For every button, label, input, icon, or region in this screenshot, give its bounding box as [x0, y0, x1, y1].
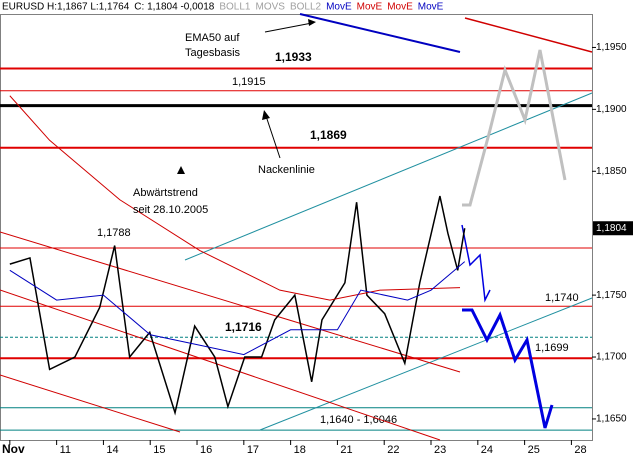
annotation: seit 28.10.2005: [133, 204, 208, 216]
header-item: MovE: [357, 2, 383, 13]
trend-lines: [0, 13, 593, 441]
plot-frame: [0, 14, 593, 441]
x-tick-label: 22: [387, 444, 399, 456]
header-item: MOVS: [256, 2, 286, 13]
price-line: [9, 261, 466, 356]
ema50-daily: [299, 13, 461, 53]
arrow: [265, 115, 281, 159]
header-item: EURUSD H:1,1867 L:1,1764: [2, 2, 130, 13]
arrow-head: [262, 110, 270, 120]
y-tick-label: 1,1950: [596, 42, 627, 53]
last-price-label: 1,1804: [596, 223, 627, 234]
x-tick-label: 24: [481, 444, 493, 456]
arrow-head: [177, 166, 185, 174]
x-tick-label: 25: [528, 444, 540, 456]
axes: Nov 11 14 15 16 17 18 21 22 23 24 25 28 1,1950 1,1900 1…: [0, 42, 634, 456]
annotation: Nackenlinie: [258, 164, 315, 176]
projection-blue-small: [461, 224, 491, 303]
header-item: MovE: [418, 2, 444, 13]
x-tick-label: 15: [153, 444, 165, 456]
header-item: MovE: [387, 2, 413, 13]
x-tick-label: 14: [106, 444, 118, 456]
header: EURUSD H:1,1867 L:1,1764 C: 1,1804 -0,001…: [2, 2, 444, 13]
x-tick-label: 18: [294, 444, 306, 456]
level-label: 1,1699: [535, 342, 569, 354]
x-tick-label: 17: [247, 444, 259, 456]
x-tick-label: 16: [200, 444, 212, 456]
annotation: Tagesbasis: [185, 47, 241, 59]
y-tick-label: 1,1850: [596, 166, 627, 177]
trend-line: [0, 374, 181, 433]
y-tick-label: 1,1750: [596, 290, 627, 301]
level-label: 1,1788: [97, 227, 131, 239]
y-tick-label: 1,1900: [596, 104, 627, 115]
x-tick-label: 21: [340, 444, 352, 456]
header-item: BOLL2: [290, 2, 322, 13]
x-tick-label: 11: [60, 444, 71, 456]
arrow-head: [308, 19, 316, 26]
header-item: MovE: [326, 2, 352, 13]
ema-line: [464, 17, 593, 53]
level-label: 1,1915: [232, 76, 266, 88]
last-price-box: [593, 221, 633, 236]
header-item: BOLL1: [219, 2, 251, 13]
level-label: 1,1716: [225, 320, 262, 334]
level-label: 1,1869: [310, 128, 347, 142]
y-tick-label: 1,1650: [596, 414, 627, 425]
projection-gray: [462, 49, 567, 207]
trend-line: [0, 231, 461, 373]
y-tick-label: 1,1700: [596, 352, 627, 363]
channel-line: [259, 297, 593, 431]
levels: 1,1933 1,1915 1,1869 1,1788 1,1740 1,1716 1,16…: [0, 50, 592, 431]
arrow: [264, 22, 313, 33]
x-tick-label: Nov: [2, 442, 25, 456]
level-label: 1,1740: [545, 292, 579, 304]
series: [9, 95, 466, 416]
annotation: EMA50 auf: [185, 32, 240, 44]
header-item: C: 1,1804 -0,0018: [134, 2, 214, 13]
projection-blue: [462, 308, 554, 429]
level-label: 1,1933: [275, 50, 312, 64]
x-tick-label: 23: [434, 444, 446, 456]
level-label: 1,1640 - 1,6046: [320, 414, 397, 426]
price-line: [9, 195, 466, 416]
x-tick-label: 28: [574, 444, 586, 456]
price-line: [9, 95, 461, 301]
annotation: Abwärtstrend: [133, 187, 198, 199]
x-axis-band: [0, 441, 634, 456]
trend-line: [0, 289, 441, 441]
